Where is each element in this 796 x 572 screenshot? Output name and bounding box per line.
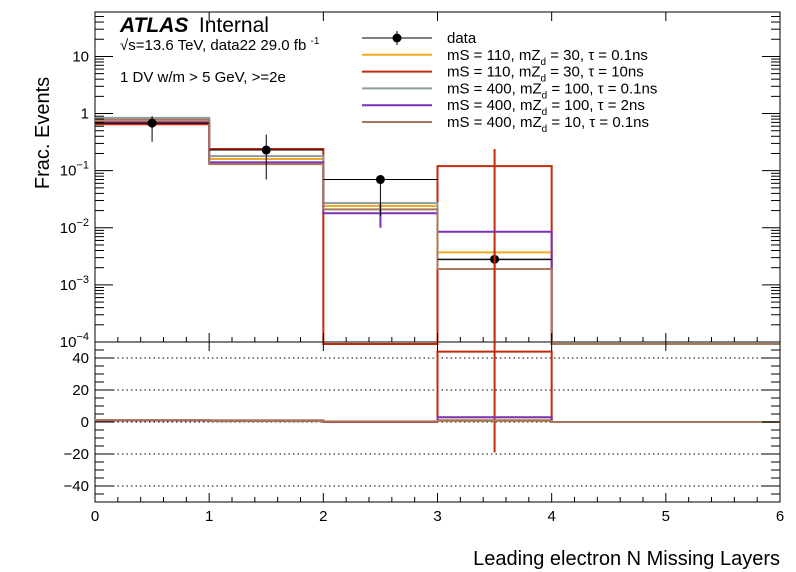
legend-label-0: mS = 110, mZd = 30, τ = 0.1ns — [447, 47, 648, 68]
upper-histogram-4 — [95, 118, 780, 345]
y-axis-title: Frac. Events — [32, 77, 54, 189]
data-point — [147, 118, 157, 128]
atlas-label: ATLAS Internal — [119, 14, 269, 37]
x-axis-title: Leading electron N Missing Layers — [473, 548, 780, 570]
lower-ratio-histogram-1 — [95, 350, 780, 423]
legend-label-1: mS = 110, mZd = 30, τ = 10ns — [447, 64, 644, 85]
energy-lumi-text: √s=13.6 TeV, data22 29.0 fb -1 — [120, 36, 320, 54]
lumi-exponent: -1 — [310, 36, 319, 47]
lower-ratio-histogram-4 — [95, 419, 780, 423]
energy-line: √s=13.6 TeV, data22 29.0 fb — [120, 37, 306, 54]
x-tick-label: 5 — [662, 508, 670, 525]
x-tick-label: 4 — [547, 508, 555, 525]
selection-text: 1 DV w/m > 5 GeV, >=2e — [120, 69, 286, 86]
legend-label-3: mS = 400, mZd = 100, τ = 2ns — [447, 97, 645, 118]
upper-signal-histograms — [95, 116, 780, 345]
lower-y-tick-label: −20 — [64, 446, 89, 463]
upper-y-tick-label: 10−3 — [60, 274, 89, 294]
status-text: Internal — [199, 14, 269, 37]
experiment-name: ATLAS — [119, 14, 188, 37]
legend-label-4: mS = 400, mZd = 10, τ = 0.1ns — [447, 114, 649, 135]
legend-data-label: data — [447, 30, 477, 47]
lower-y-tick-label: 20 — [72, 382, 89, 399]
data-point — [375, 175, 385, 185]
upper-y-tick-label: 1 — [81, 106, 89, 123]
x-tick-label: 6 — [776, 508, 784, 525]
lower-y-tick-label: 0 — [81, 414, 89, 431]
x-tick-label: 3 — [433, 508, 441, 525]
legend-label-2: mS = 400, mZd = 100, τ = 0.1ns — [447, 80, 657, 101]
upper-y-tick-label: 10−4 — [60, 331, 89, 351]
axis-ticks — [94, 11, 781, 503]
x-tick-label: 2 — [319, 508, 327, 525]
lower-y-tick-label: 40 — [72, 350, 89, 367]
upper-y-tick-label: 10 — [72, 48, 89, 65]
axis-tick-labels: 0 1 2 3 4 5 6 10 1 10−1 10−2 10−3 10−440 20 0 −20 −40 — [60, 48, 784, 525]
upper-y-tick-label: 10−2 — [60, 217, 89, 237]
lower-ratio-histograms — [95, 250, 780, 453]
lower-y-tick-label: −40 — [64, 478, 89, 495]
data-point — [261, 145, 271, 155]
upper-y-tick-label: 10−1 — [60, 160, 89, 180]
x-tick-label: 0 — [91, 508, 99, 525]
x-tick-label: 1 — [205, 508, 213, 525]
legend-data-marker — [392, 33, 402, 43]
